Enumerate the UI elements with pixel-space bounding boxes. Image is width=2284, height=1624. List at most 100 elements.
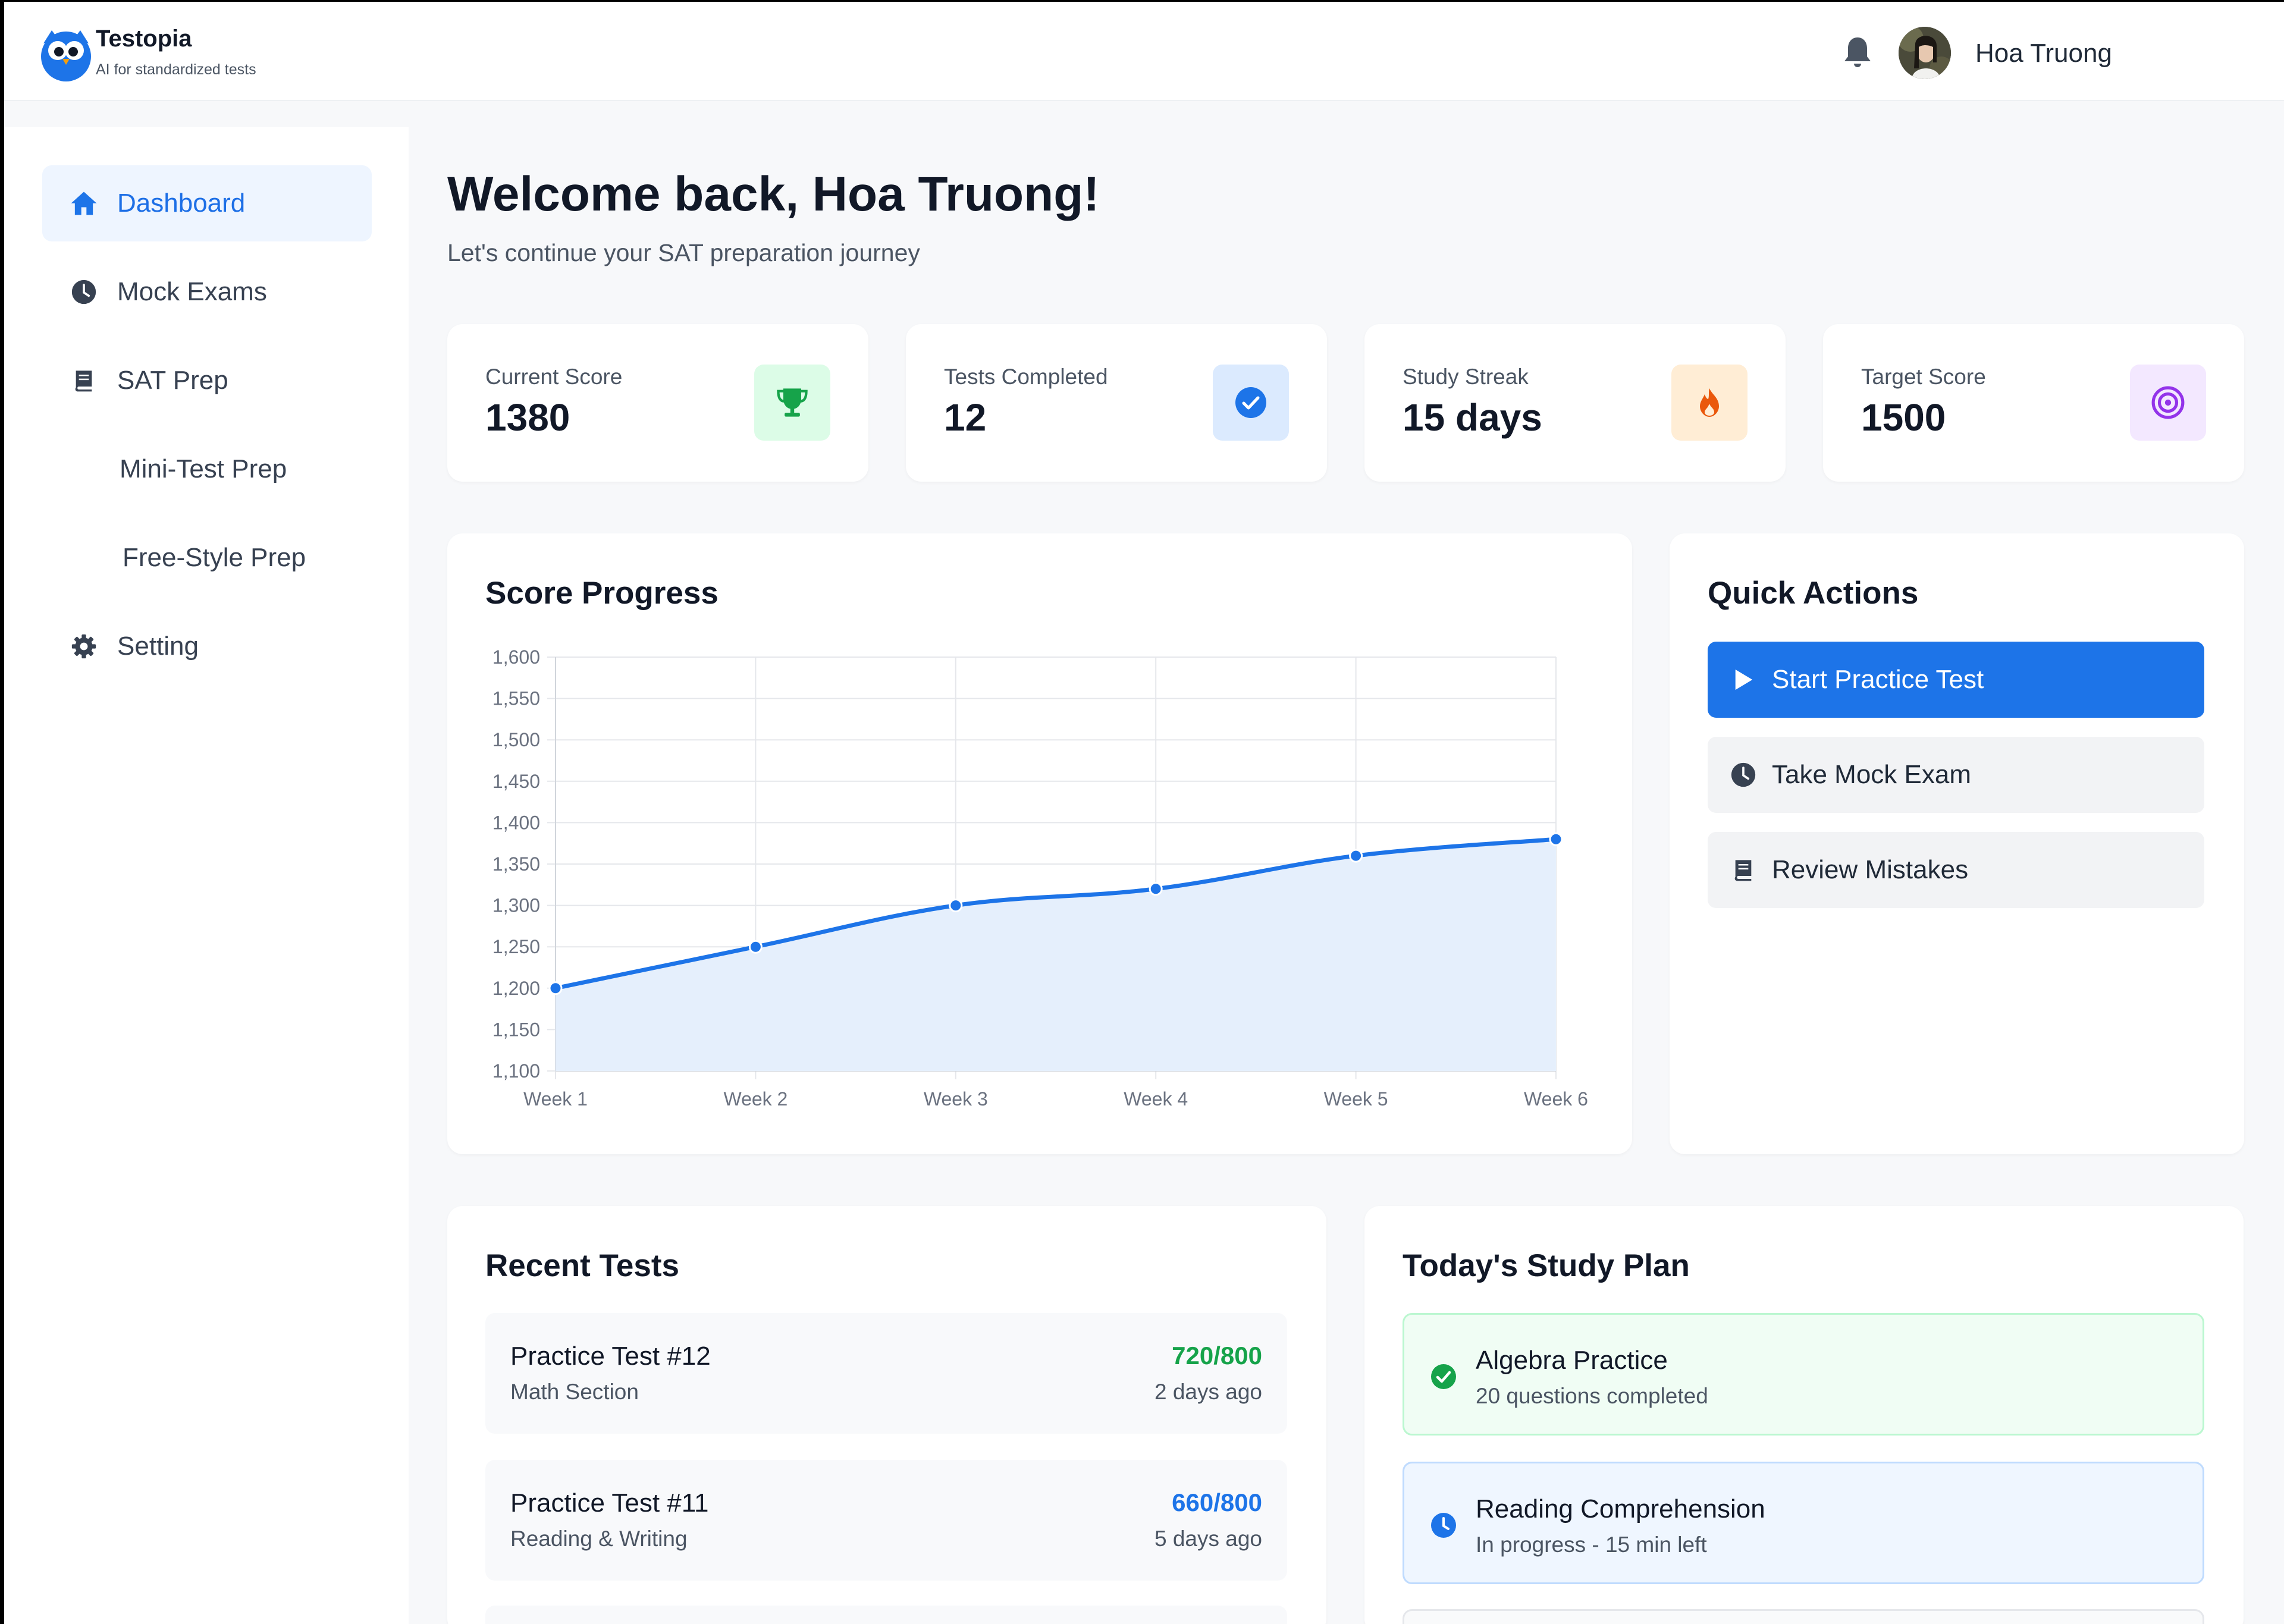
card-title: Recent Tests — [485, 1248, 679, 1283]
card-title: Score Progress — [485, 576, 719, 611]
take-mock-exam-button[interactable]: Take Mock Exam — [1708, 737, 2204, 813]
top-bar: Testopia AI for standardized tests Hoa T… — [4, 2, 2284, 101]
study-plan-item[interactable] — [1403, 1609, 2204, 1624]
button-label: Review Mistakes — [1772, 855, 1969, 884]
avatar[interactable] — [1899, 27, 1951, 79]
card-title: Today's Study Plan — [1403, 1248, 1690, 1283]
test-name: Practice Test #12 — [510, 1342, 711, 1371]
y-tick-label: 1,550 — [492, 688, 540, 709]
gear-icon — [67, 630, 101, 663]
y-tick-label: 1,350 — [492, 853, 540, 875]
play-icon — [1729, 665, 1758, 694]
test-section: Math Section — [510, 1380, 639, 1404]
card-title: Quick Actions — [1708, 576, 1919, 611]
clock-icon — [1431, 1513, 1456, 1538]
brand-name: Testopia — [96, 26, 192, 52]
score-area-fill — [556, 839, 1556, 1071]
y-tick-label: 1,150 — [492, 1019, 540, 1040]
x-tick-label: Week 6 — [1524, 1088, 1588, 1110]
score-line — [553, 837, 1558, 991]
study-plan-item[interactable]: Reading Comprehension In progress - 15 m… — [1403, 1462, 2204, 1584]
y-tick-label: 1,250 — [492, 936, 540, 957]
sidebar: Dashboard Mock Exams SAT Prep Mini-Test … — [4, 127, 409, 1624]
recent-tests-card: Recent Tests Practice Test #12 Math Sect… — [447, 1206, 1326, 1624]
test-name: Practice Test #11 — [510, 1488, 709, 1518]
button-label: Start Practice Test — [1772, 665, 1984, 694]
plan-item-title: Reading Comprehension — [1476, 1494, 1765, 1524]
quick-actions-card: Quick Actions Start Practice Test Take M… — [1670, 533, 2244, 1154]
stat-label: Study Streak — [1403, 365, 1529, 389]
y-tick-label: 1,450 — [492, 771, 540, 792]
test-date: 5 days ago — [1154, 1526, 1262, 1551]
stat-card-current-score: Current Score 1380 — [447, 324, 868, 482]
clock-icon — [1729, 761, 1758, 789]
sidebar-item-mini-test-prep[interactable]: Mini-Test Prep — [42, 431, 372, 507]
stat-label: Target Score — [1861, 365, 1986, 389]
trophy-icon — [754, 365, 830, 441]
data-point — [548, 981, 563, 995]
score-progress-card: Score Progress 1,600 1,550 1,500 1,450 1,400… — [447, 533, 1632, 1154]
study-plan-card: Today's Study Plan Algebra Practice 20 q… — [1364, 1206, 2244, 1624]
y-tick-label: 1,100 — [492, 1060, 540, 1082]
test-section: Reading & Writing — [510, 1526, 688, 1551]
sidebar-item-label: Mock Exams — [117, 277, 267, 306]
user-name[interactable]: Hoa Truong — [1975, 39, 2112, 68]
test-score: 660/800 — [1172, 1488, 1262, 1516]
home-icon — [67, 187, 101, 220]
stat-label: Tests Completed — [944, 365, 1108, 389]
y-tick-label: 1,300 — [492, 895, 540, 916]
data-point — [748, 940, 763, 954]
x-tick-label: Week 2 — [723, 1088, 788, 1110]
sidebar-item-dashboard[interactable]: Dashboard — [42, 165, 372, 241]
y-tick-label: 1,200 — [492, 978, 540, 999]
book-icon — [1729, 856, 1758, 884]
test-date: 2 days ago — [1154, 1380, 1262, 1404]
sidebar-item-free-style-prep[interactable]: Free-Style Prep — [42, 520, 372, 596]
test-score: 720/800 — [1172, 1342, 1262, 1369]
study-plan-item[interactable]: Algebra Practice 20 questions completed — [1403, 1313, 2204, 1435]
data-point — [1549, 832, 1563, 846]
data-point — [1349, 849, 1363, 863]
target-icon — [2130, 365, 2206, 441]
x-tick-label: Week 5 — [1324, 1088, 1388, 1110]
sidebar-item-label: SAT Prep — [117, 366, 228, 395]
check-circle-icon — [1213, 365, 1289, 441]
stat-card-tests-completed: Tests Completed 12 — [906, 324, 1327, 482]
stat-value: 1380 — [485, 396, 570, 439]
sidebar-item-label: Setting — [117, 632, 199, 661]
review-mistakes-button[interactable]: Review Mistakes — [1708, 832, 2204, 908]
stat-card-study-streak: Study Streak 15 days — [1364, 324, 1786, 482]
stat-card-target-score: Target Score 1500 — [1823, 324, 2244, 482]
bell-icon[interactable] — [1841, 35, 1874, 71]
plan-item-status: In progress - 15 min left — [1476, 1532, 1707, 1557]
book-icon — [67, 364, 101, 397]
fire-icon — [1671, 365, 1747, 441]
test-row[interactable]: Practice Test #12 Math Section 720/800 2… — [485, 1313, 1287, 1434]
x-tick-label: Week 3 — [924, 1088, 988, 1110]
page-title: Welcome back, Hoa Truong! — [447, 167, 1100, 221]
check-circle-icon — [1431, 1364, 1456, 1389]
sidebar-item-label: Free-Style Prep — [123, 543, 306, 572]
button-label: Take Mock Exam — [1772, 760, 1971, 789]
stat-value: 15 days — [1403, 396, 1542, 439]
sidebar-item-label: Dashboard — [117, 189, 246, 218]
sidebar-item-setting[interactable]: Setting — [42, 608, 372, 684]
data-point — [949, 899, 963, 913]
y-tick-label: 1,400 — [492, 812, 540, 833]
data-point — [1149, 882, 1163, 896]
test-row[interactable] — [485, 1606, 1287, 1624]
brand-tagline: AI for standardized tests — [96, 61, 256, 78]
stat-label: Current Score — [485, 365, 623, 389]
sidebar-item-mock-exams[interactable]: Mock Exams — [42, 254, 372, 330]
y-tick-label: 1,600 — [492, 646, 540, 668]
start-practice-test-button[interactable]: Start Practice Test — [1708, 642, 2204, 718]
page-subtitle: Let's continue your SAT preparation jour… — [447, 239, 920, 266]
plan-item-title: Algebra Practice — [1476, 1346, 1668, 1375]
stat-value: 1500 — [1861, 396, 1946, 439]
score-progress-chart: 1,600 1,550 1,500 1,450 1,400 1,350 1,300 1,250… — [492, 646, 1588, 1110]
sidebar-item-sat-prep[interactable]: SAT Prep — [42, 343, 372, 419]
test-row[interactable]: Practice Test #11 Reading & Writing 660/… — [485, 1460, 1287, 1581]
clock-icon — [67, 275, 101, 309]
stat-value: 12 — [944, 396, 987, 439]
owl-logo[interactable] — [37, 26, 95, 83]
